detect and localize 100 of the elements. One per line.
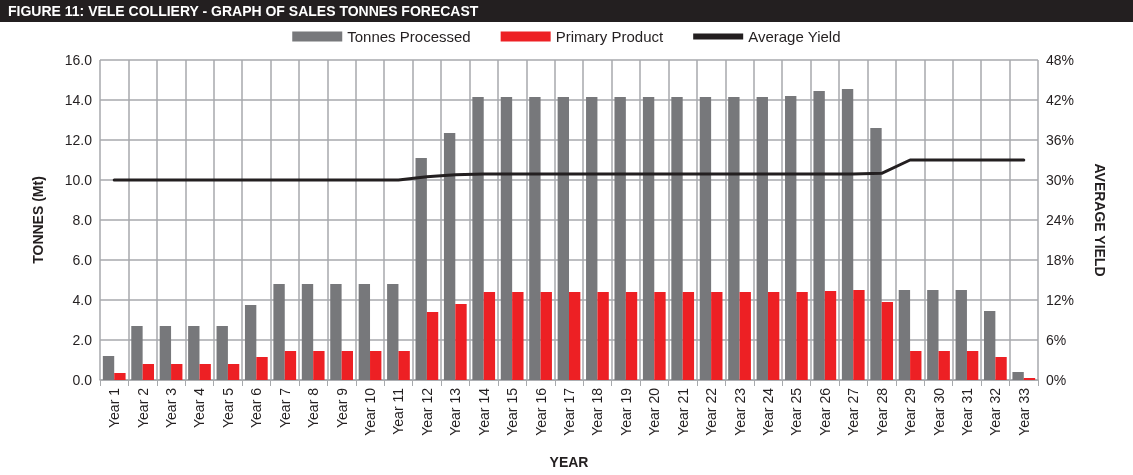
bar bbox=[966, 351, 979, 380]
bar bbox=[500, 97, 513, 380]
bar bbox=[785, 96, 797, 380]
bar bbox=[938, 351, 950, 380]
bar bbox=[625, 292, 638, 380]
bar bbox=[557, 97, 569, 380]
bar bbox=[142, 364, 155, 380]
y-tick-label: 0.0 bbox=[72, 372, 93, 388]
x-tick-label: Year 32 bbox=[987, 387, 1004, 436]
bar bbox=[443, 133, 456, 380]
y-tick-label: 12.0 bbox=[64, 132, 93, 148]
bar bbox=[654, 292, 666, 380]
bar bbox=[199, 364, 211, 380]
y2-tick-label: 6% bbox=[1046, 332, 1067, 348]
bar bbox=[569, 292, 581, 380]
bar bbox=[767, 292, 780, 380]
y-axis-title: TONNES (Mt) bbox=[30, 176, 46, 264]
bar bbox=[739, 292, 751, 380]
legend-label: Average Yield bbox=[748, 28, 841, 45]
bar bbox=[711, 292, 723, 380]
x-tick-label: Year 33 bbox=[1015, 387, 1032, 436]
bar bbox=[455, 304, 467, 380]
bar bbox=[114, 373, 126, 380]
bar bbox=[529, 97, 541, 380]
y-tick-label: 6.0 bbox=[72, 252, 93, 268]
bar bbox=[483, 292, 496, 380]
y2-tick-label: 12% bbox=[1046, 292, 1075, 308]
y-tick-label: 10.0 bbox=[64, 172, 93, 188]
bar bbox=[824, 291, 837, 380]
y2-tick-label: 0% bbox=[1046, 372, 1067, 388]
bar bbox=[841, 89, 854, 380]
x-tick-label: Year 21 bbox=[674, 387, 691, 436]
x-tick-label: Year 6 bbox=[248, 387, 265, 428]
x-tick-label: Year 18 bbox=[589, 387, 606, 436]
y2-tick-label: 42% bbox=[1046, 92, 1075, 108]
x-tick-label: Year 11 bbox=[390, 387, 407, 435]
x-tick-label: Year 25 bbox=[788, 387, 805, 436]
y2-axis-title: AVERAGE YIELD bbox=[1092, 163, 1108, 277]
x-tick-label: Year 12 bbox=[418, 387, 435, 436]
bar bbox=[597, 292, 609, 380]
chart-title: FIGURE 11: VELE COLLIERY - GRAPH OF SALES TONNES FORECAST bbox=[0, 0, 1133, 22]
x-tick-label: Year 29 bbox=[902, 387, 919, 436]
bar bbox=[1012, 372, 1024, 380]
bar bbox=[370, 351, 382, 380]
bar bbox=[671, 97, 683, 380]
x-tick-label: Year 20 bbox=[646, 387, 663, 436]
y-tick-label: 14.0 bbox=[64, 92, 93, 108]
bar bbox=[256, 357, 268, 380]
x-tick-label: Year 31 bbox=[958, 387, 975, 436]
bar bbox=[813, 91, 825, 380]
x-tick-label: Year 30 bbox=[930, 387, 947, 436]
bar bbox=[756, 97, 768, 380]
bar bbox=[358, 284, 371, 380]
y-tick-label: 2.0 bbox=[72, 332, 93, 348]
legend-label: Tonnes Processed bbox=[347, 28, 471, 45]
bar bbox=[927, 290, 939, 380]
bar bbox=[983, 311, 996, 380]
bar bbox=[415, 158, 427, 380]
x-tick-label: Year 4 bbox=[191, 387, 208, 428]
bar bbox=[699, 97, 712, 380]
bar bbox=[171, 364, 183, 380]
bar bbox=[398, 351, 410, 380]
bar bbox=[301, 284, 314, 380]
bar bbox=[387, 284, 399, 380]
bar bbox=[955, 290, 967, 380]
bar bbox=[853, 290, 865, 380]
bar bbox=[341, 351, 353, 380]
x-tick-label: Year 19 bbox=[617, 387, 634, 436]
bar bbox=[216, 326, 228, 380]
bar bbox=[472, 97, 484, 380]
x-tick-label: Year 13 bbox=[447, 387, 464, 436]
y2-tick-label: 30% bbox=[1046, 172, 1075, 188]
bar bbox=[188, 326, 200, 380]
bar bbox=[426, 312, 439, 380]
bar bbox=[898, 290, 911, 380]
bar bbox=[910, 351, 922, 380]
x-tick-label: Year 14 bbox=[475, 387, 492, 436]
x-axis-title: YEAR bbox=[549, 454, 589, 470]
x-tick-label: Year 3 bbox=[163, 387, 180, 428]
bar bbox=[102, 356, 115, 380]
bar bbox=[642, 97, 655, 380]
y-tick-label: 4.0 bbox=[72, 292, 93, 308]
bar bbox=[614, 97, 626, 380]
x-tick-label: Year 10 bbox=[362, 387, 379, 436]
bar bbox=[159, 326, 172, 380]
x-tick-label: Year 23 bbox=[731, 387, 748, 436]
x-tick-label: Year 15 bbox=[504, 387, 521, 436]
bar bbox=[881, 302, 894, 380]
y-tick-label: 16.0 bbox=[64, 52, 93, 68]
x-tick-label: Year 22 bbox=[703, 387, 720, 436]
x-tick-label: Year 2 bbox=[134, 387, 151, 428]
y-tick-label: 8.0 bbox=[72, 212, 93, 228]
y2-tick-label: 24% bbox=[1046, 212, 1075, 228]
y2-tick-label: 18% bbox=[1046, 252, 1075, 268]
bar bbox=[995, 357, 1007, 380]
line-series bbox=[112, 158, 1026, 182]
x-tick-label: Year 8 bbox=[305, 387, 322, 428]
bar bbox=[870, 128, 882, 380]
x-tick-label: Year 16 bbox=[532, 387, 549, 436]
bar bbox=[273, 284, 285, 380]
